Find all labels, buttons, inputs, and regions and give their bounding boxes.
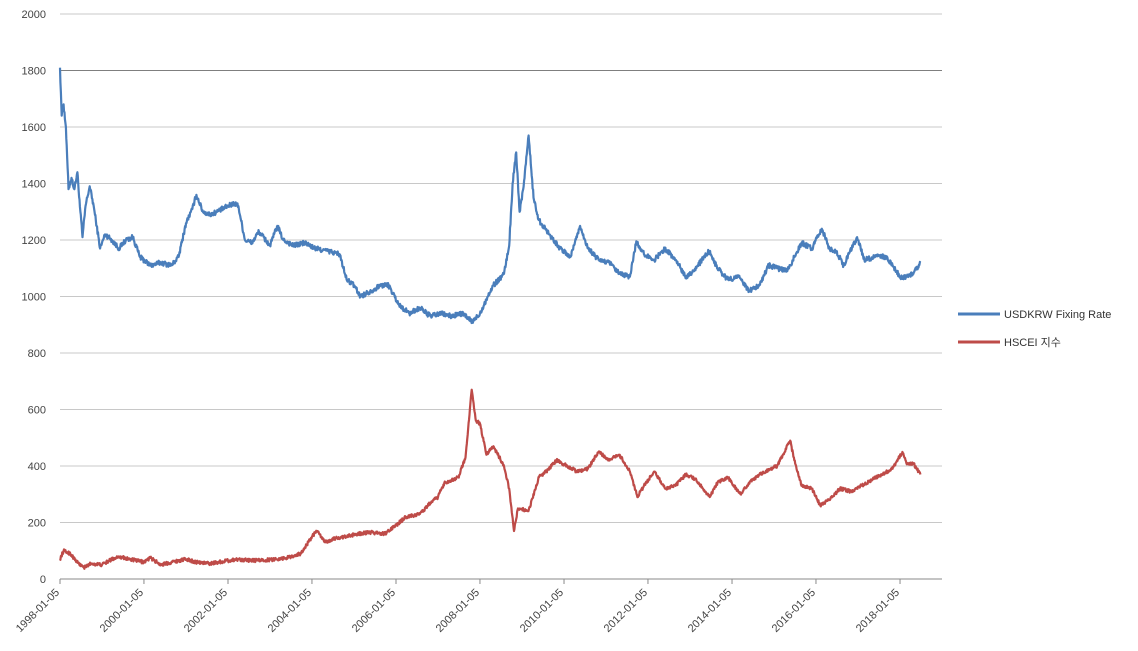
series-lines bbox=[58, 67, 922, 570]
y-axis-ticks: 0 200 400 600 800 1000 1200 1400 1600 1800 2000 bbox=[22, 9, 46, 586]
legend-label: HSCEI 지수 bbox=[1004, 336, 1061, 349]
series-line-hscei bbox=[59, 388, 922, 570]
x-tick-label: 1998-01-05 bbox=[14, 587, 62, 635]
x-tick-label: 2006-01-05 bbox=[350, 587, 398, 635]
x-tick-label: 2018-01-05 bbox=[854, 587, 902, 635]
y-tick-label: 200 bbox=[28, 518, 46, 530]
x-tick-label: 2016-01-05 bbox=[770, 587, 818, 635]
x-axis: 1998-01-05 2000-01-05 2002-01-05 2004-01-05… bbox=[14, 578, 942, 635]
y-tick-label: 1400 bbox=[22, 179, 46, 191]
y-tick-label: 600 bbox=[28, 405, 46, 417]
x-tick-label: 2004-01-05 bbox=[266, 587, 314, 635]
y-tick-label: 800 bbox=[28, 348, 46, 360]
y-tick-label: 1000 bbox=[22, 292, 46, 304]
y-tick-label: 1800 bbox=[22, 66, 46, 78]
x-tick-label: 2000-01-05 bbox=[98, 587, 146, 635]
x-tick-label: 2010-01-05 bbox=[518, 587, 566, 635]
y-tick-label: 1600 bbox=[22, 122, 46, 134]
y-tick-label: 2000 bbox=[22, 9, 46, 21]
x-tick-label: 2012-01-05 bbox=[602, 587, 650, 635]
series-line-usdkrw bbox=[58, 67, 922, 325]
y-tick-label: 400 bbox=[28, 461, 46, 473]
legend: USDKRW Fixing Rate HSCEI 지수 bbox=[958, 309, 1111, 349]
gridlines bbox=[60, 13, 942, 580]
x-tick-label: 2008-01-05 bbox=[434, 587, 482, 635]
y-tick-label: 1200 bbox=[22, 235, 46, 247]
legend-label: USDKRW Fixing Rate bbox=[1004, 309, 1111, 321]
x-tick-label: 2014-01-05 bbox=[686, 587, 734, 635]
x-tick-label: 2002-01-05 bbox=[182, 587, 230, 635]
y-tick-label: 0 bbox=[40, 574, 46, 586]
